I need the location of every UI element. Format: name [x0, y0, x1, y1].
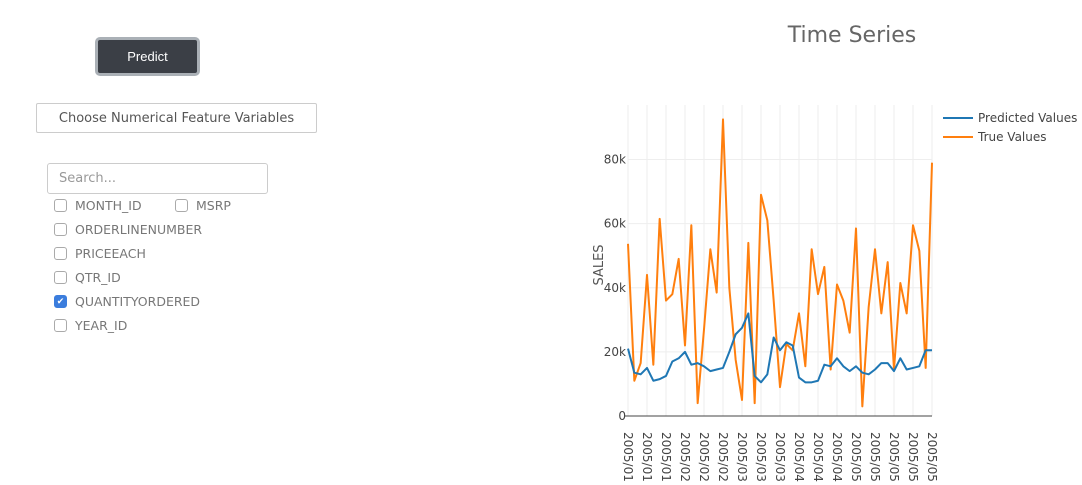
- feature-option-msrp[interactable]: MSRP: [175, 198, 231, 213]
- x-tick-label: 2005/01: [640, 432, 654, 482]
- series-line-predicted-values: [627, 312, 932, 384]
- option-label: MONTH_ID: [75, 198, 142, 213]
- feature-option-priceeach[interactable]: PRICEEACH: [54, 246, 146, 261]
- series-line-true-values: [627, 118, 933, 408]
- x-tick-label: 2005/05: [887, 432, 901, 482]
- x-tick-label: 2005/02: [716, 432, 730, 482]
- x-tick-label: 2005/02: [678, 432, 692, 482]
- feature-option-quantityordered[interactable]: ✔ QUANTITYORDERED: [54, 294, 200, 309]
- option-label: YEAR_ID: [75, 318, 128, 333]
- checkbox[interactable]: [54, 247, 67, 260]
- x-tick-label: 2005/05: [906, 432, 920, 482]
- x-tick-label: 2005/05: [868, 432, 882, 482]
- option-label: ORDERLINENUMBER: [75, 222, 203, 237]
- x-tick-label: 2005/05: [849, 432, 863, 482]
- search-input[interactable]: [47, 163, 268, 194]
- checkbox[interactable]: ✔: [54, 295, 67, 308]
- checkbox[interactable]: [54, 319, 67, 332]
- legend-label: True Values: [977, 130, 1047, 144]
- predict-button[interactable]: Predict: [95, 37, 200, 76]
- x-tick-label: 2005/01: [621, 432, 635, 482]
- x-tick-label: 2005/04: [830, 432, 844, 482]
- x-tick-label: 2005/03: [773, 432, 787, 482]
- y-tick-label: 60k: [604, 217, 626, 231]
- x-tick-label: 2005/03: [735, 432, 749, 482]
- y-tick-label: 20k: [604, 345, 626, 359]
- choose-features-button[interactable]: Choose Numerical Feature Variables: [36, 103, 317, 133]
- option-label: MSRP: [196, 198, 231, 213]
- chart-title: Time Series: [787, 23, 917, 48]
- feature-option-qtr_id[interactable]: QTR_ID: [54, 270, 121, 285]
- option-label: PRICEEACH: [75, 246, 146, 261]
- x-tick-label: 2005/04: [811, 432, 825, 482]
- x-tick-label: 2005/01: [659, 432, 673, 482]
- y-tick-label: 80k: [604, 153, 626, 167]
- checkbox[interactable]: [54, 223, 67, 236]
- y-tick-label: 40k: [604, 281, 626, 295]
- feature-option-month_id[interactable]: MONTH_ID: [54, 198, 142, 213]
- checkbox[interactable]: [54, 271, 67, 284]
- feature-option-orderlinenumber[interactable]: ORDERLINENUMBER: [54, 222, 202, 237]
- feature-option-year_id[interactable]: YEAR_ID: [54, 318, 127, 333]
- x-tick-label: 2005/03: [754, 432, 768, 482]
- legend-label: Predicted Values: [978, 111, 1077, 125]
- y-axis-label: SALES: [592, 244, 607, 285]
- x-tick-label: 2005/04: [792, 432, 806, 482]
- checkbox[interactable]: [175, 199, 188, 212]
- option-label: QTR_ID: [75, 270, 121, 285]
- x-tick-label: 2005/02: [697, 432, 711, 482]
- x-tick-label: 2005/05: [925, 432, 939, 482]
- option-label: QUANTITYORDERED: [75, 294, 201, 309]
- checkbox[interactable]: [54, 199, 67, 212]
- y-tick-label: 0: [618, 409, 626, 423]
